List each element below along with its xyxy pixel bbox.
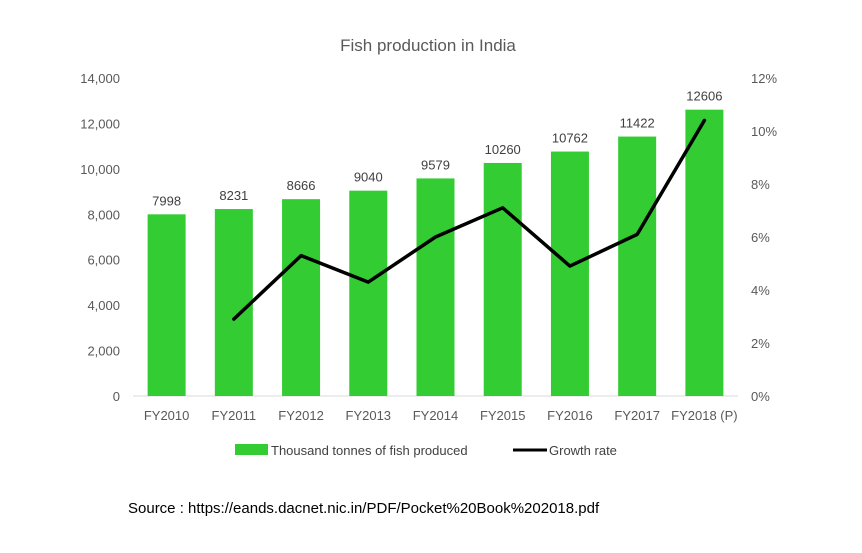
bar-data-label: 7998 xyxy=(152,193,181,208)
x-tick-label: FY2013 xyxy=(346,408,392,423)
right-tick-label: 8% xyxy=(751,177,770,192)
bar-data-label: 9579 xyxy=(421,157,450,172)
right-tick-label: 6% xyxy=(751,230,770,245)
bar-data-labels: 7998 8231 8666 9040 9579 10260 10762 11422 12606 xyxy=(152,89,722,209)
left-tick-label: 2,000 xyxy=(87,344,120,359)
bar xyxy=(550,151,589,396)
right-axis-ticks: 0% 2% 4% 6% 8% 10% 12% xyxy=(751,71,777,404)
bar-data-label: 10762 xyxy=(552,131,588,146)
legend-swatch-bars xyxy=(235,444,268,455)
left-tick-label: 4,000 xyxy=(87,298,120,313)
left-tick-label: 0 xyxy=(113,389,120,404)
x-axis-ticks: FY2010 FY2011 FY2012 FY2013 FY2014 FY2015 FY20… xyxy=(144,408,738,423)
right-tick-label: 12% xyxy=(751,71,777,86)
left-tick-label: 14,000 xyxy=(80,71,120,86)
x-tick-label: FY2014 xyxy=(413,408,459,423)
legend-label-bars: Thousand tonnes of fish produced xyxy=(271,443,468,458)
x-tick-label: FY2017 xyxy=(614,408,660,423)
bar-data-label: 10260 xyxy=(485,142,521,157)
bar xyxy=(685,109,724,397)
bar xyxy=(483,162,522,396)
bar xyxy=(618,136,657,396)
bar-data-label: 8231 xyxy=(219,188,248,203)
legend: Thousand tonnes of fish produced Growth … xyxy=(235,443,617,458)
x-tick-label: FY2011 xyxy=(212,408,257,423)
right-tick-label: 4% xyxy=(751,283,770,298)
left-tick-label: 10,000 xyxy=(80,162,120,177)
growth-rate-line xyxy=(232,118,707,321)
left-axis-ticks: 0 2,000 4,000 6,000 8,000 10,000 12,000 14,000 xyxy=(80,71,120,404)
right-tick-label: 10% xyxy=(751,124,777,139)
bar-data-label: 12606 xyxy=(686,89,722,104)
bar-data-label: 9040 xyxy=(354,170,383,185)
x-tick-label: FY2010 xyxy=(144,408,190,423)
x-tick-label: FY2018 (P) xyxy=(671,408,737,423)
chart-title: Fish production in India xyxy=(340,36,516,55)
right-tick-label: 2% xyxy=(751,336,770,351)
bar xyxy=(147,214,186,396)
bar-series xyxy=(147,109,724,397)
left-tick-label: 12,000 xyxy=(80,116,120,131)
bar-data-label: 11422 xyxy=(620,116,655,131)
growth-rate-series xyxy=(232,118,707,321)
left-tick-label: 8,000 xyxy=(87,207,120,222)
bar xyxy=(416,178,455,396)
right-tick-label: 0% xyxy=(751,389,770,404)
x-tick-label: FY2012 xyxy=(278,408,324,423)
legend-label-line: Growth rate xyxy=(549,443,617,458)
bar xyxy=(214,209,253,396)
bar xyxy=(349,190,388,396)
left-tick-label: 6,000 xyxy=(87,253,120,268)
source-note: Source : https://eands.dacnet.nic.in/PDF… xyxy=(128,500,600,517)
x-tick-label: FY2016 xyxy=(547,408,593,423)
bar-data-label: 8666 xyxy=(287,178,316,193)
x-tick-label: FY2015 xyxy=(480,408,526,423)
bar xyxy=(282,199,321,396)
